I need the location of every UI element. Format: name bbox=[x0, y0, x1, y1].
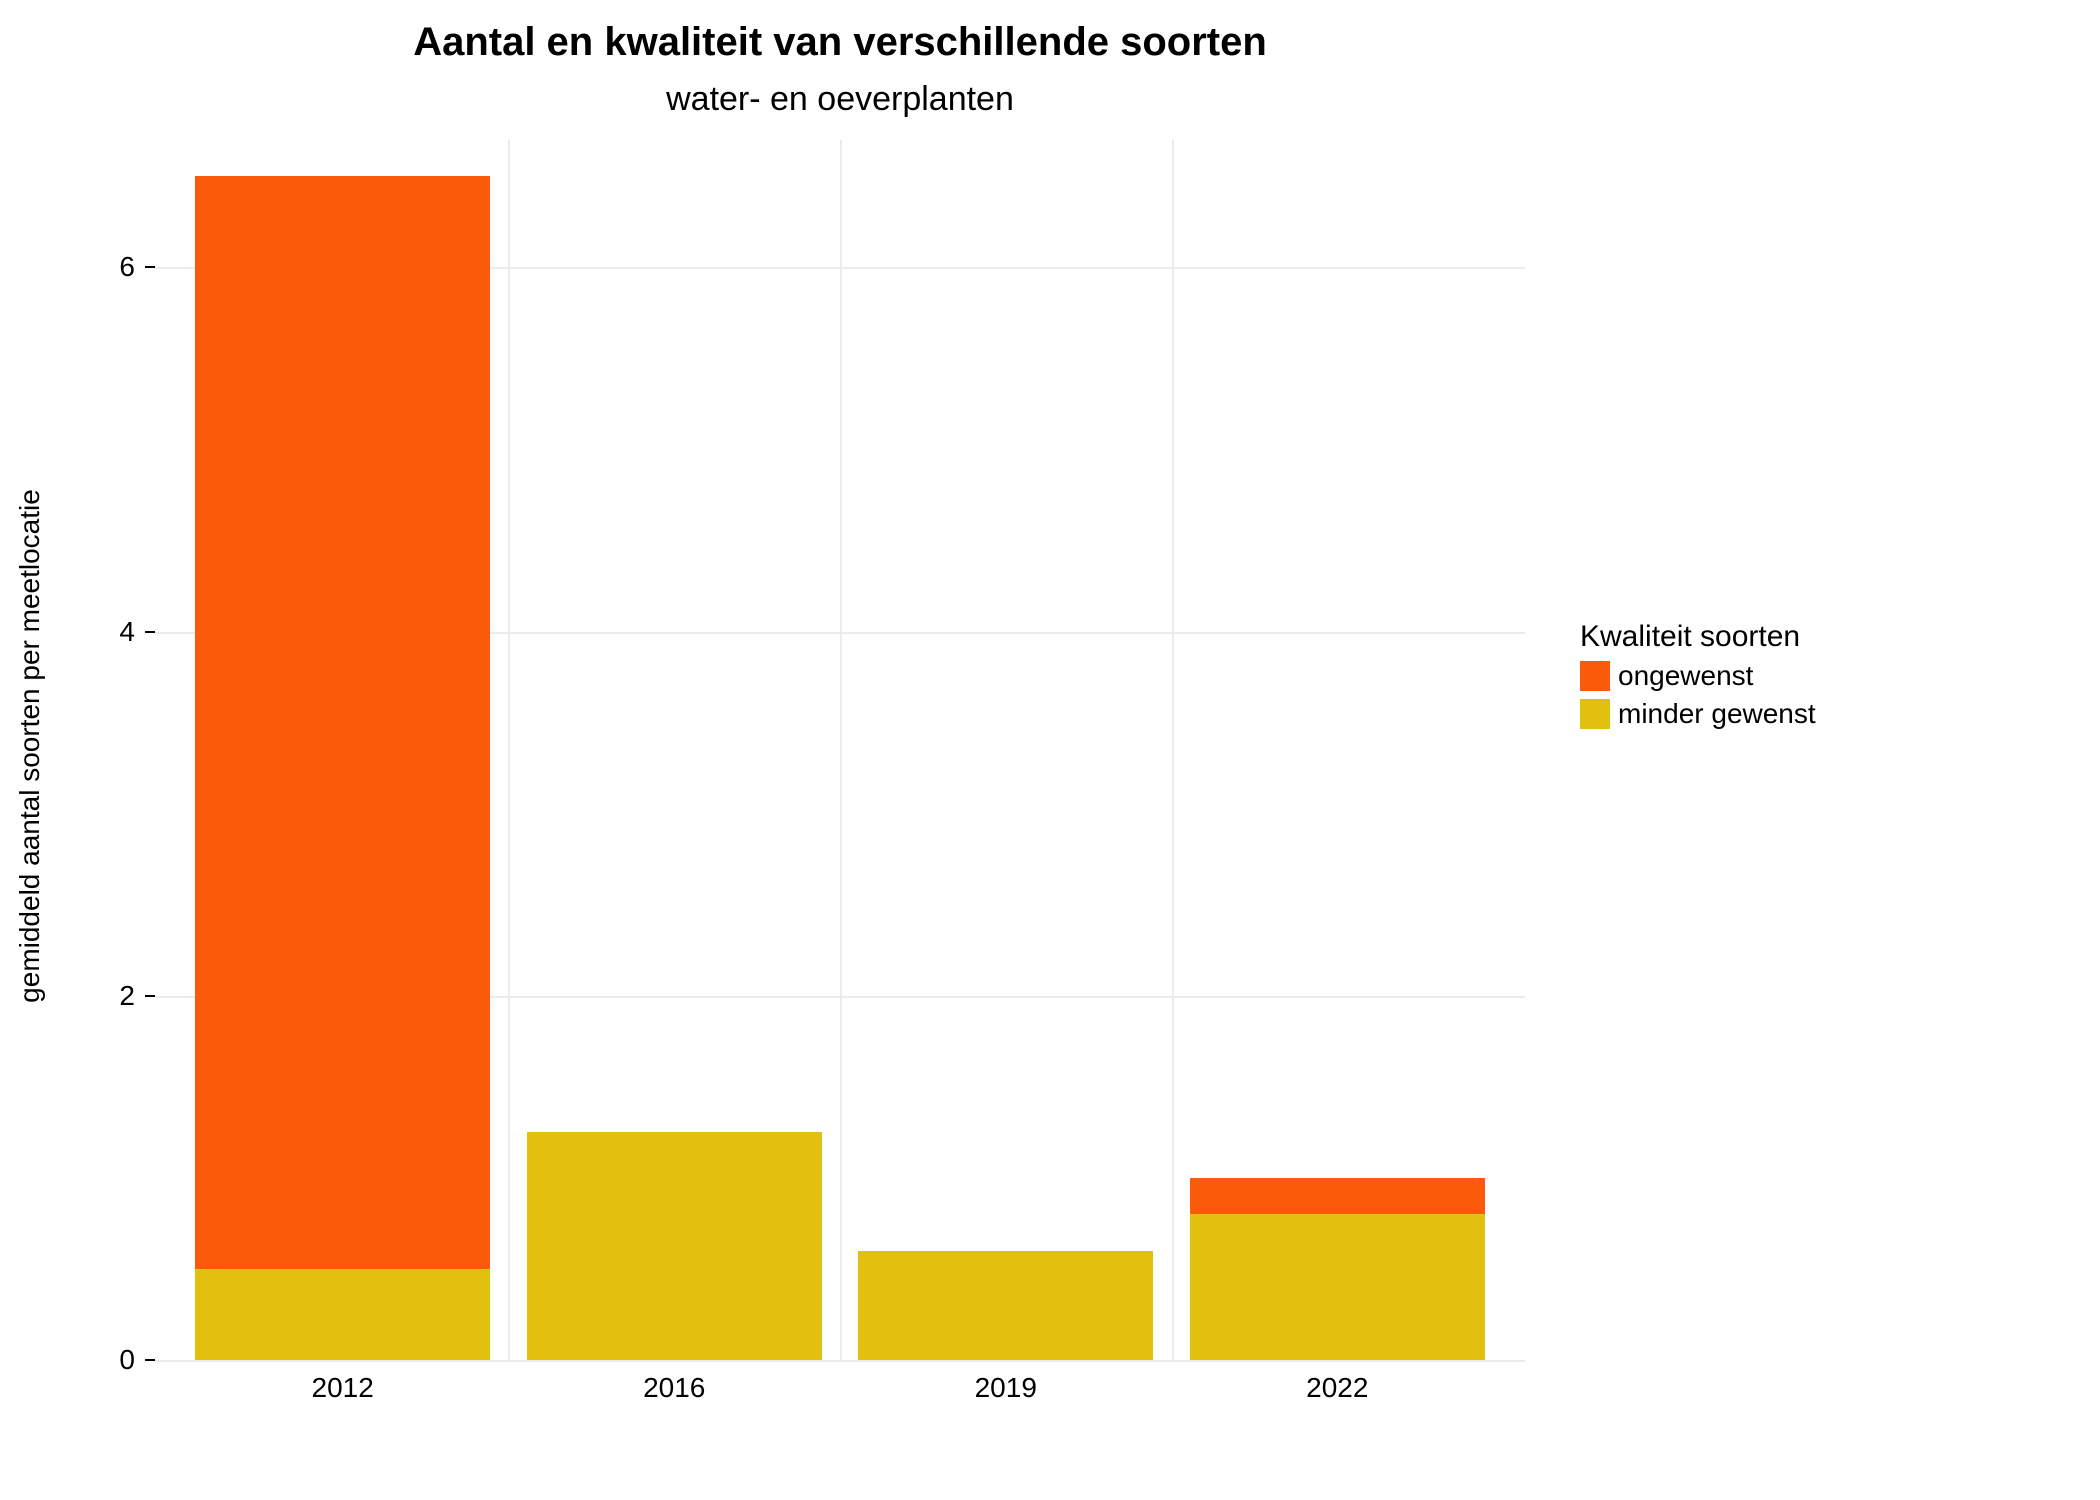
gridline-vertical bbox=[508, 140, 510, 1360]
legend-swatch bbox=[1580, 661, 1610, 691]
y-tick bbox=[145, 266, 155, 268]
y-tick-label: 6 bbox=[75, 251, 135, 283]
bar-segment bbox=[195, 1269, 490, 1360]
chart-subtitle: water- en oeverplanten bbox=[155, 80, 1525, 119]
x-tick-label: 2012 bbox=[263, 1372, 423, 1404]
y-tick-label: 0 bbox=[75, 1344, 135, 1376]
bar-segment bbox=[195, 176, 490, 1269]
legend: Kwaliteit soorten ongewenst minder gewens… bbox=[1580, 620, 1816, 730]
gridline-vertical bbox=[1172, 140, 1174, 1360]
legend-label: minder gewenst bbox=[1618, 698, 1816, 730]
gridline-horizontal bbox=[155, 1360, 1525, 1362]
legend-item: ongewenst bbox=[1580, 660, 1816, 692]
gridline-vertical bbox=[840, 140, 842, 1360]
chart-title: Aantal en kwaliteit van verschillende so… bbox=[155, 20, 1525, 65]
bar-segment bbox=[1190, 1214, 1485, 1360]
x-tick-label: 2019 bbox=[926, 1372, 1086, 1404]
bar-segment bbox=[1190, 1178, 1485, 1214]
y-tick bbox=[145, 995, 155, 997]
legend-title: Kwaliteit soorten bbox=[1580, 620, 1816, 654]
bar-segment bbox=[527, 1132, 822, 1360]
x-tick-label: 2016 bbox=[594, 1372, 754, 1404]
y-axis-label: gemiddeld aantal soorten per meetlocatie bbox=[14, 446, 46, 1046]
legend-item: minder gewenst bbox=[1580, 698, 1816, 730]
y-tick bbox=[145, 631, 155, 633]
y-tick bbox=[145, 1359, 155, 1361]
bar-segment bbox=[858, 1251, 1153, 1360]
plot-area bbox=[155, 140, 1525, 1360]
y-tick-label: 4 bbox=[75, 616, 135, 648]
x-tick-label: 2022 bbox=[1257, 1372, 1417, 1404]
legend-label: ongewenst bbox=[1618, 660, 1753, 692]
y-tick-label: 2 bbox=[75, 980, 135, 1012]
legend-swatch bbox=[1580, 699, 1610, 729]
chart-root: Aantal en kwaliteit van verschillende so… bbox=[0, 0, 2100, 1500]
